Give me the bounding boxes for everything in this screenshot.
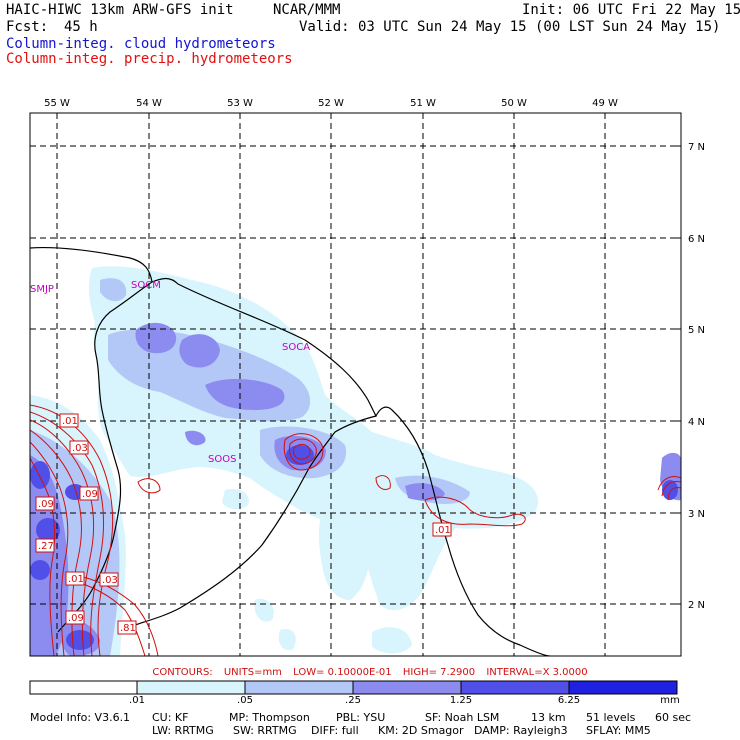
svg-text:.09: .09 [38,499,54,510]
cloud-shading-core [30,445,678,650]
svg-text:.01: .01 [62,416,78,427]
vertical-levels: 51 levels [586,711,636,724]
init-time: Init: 06 UTC Fri 22 May 15 [522,2,740,18]
colorbar-label-001: .01 [129,695,145,706]
map-frame [29,112,682,657]
lat-label-2n: 2 N [688,600,705,611]
svg-text:.03: .03 [102,575,118,586]
damping-option: DAMP: Rayleigh3 [474,724,568,737]
pbl-scheme: PBL: YSU [336,711,386,724]
forecast-label: Fcst: [6,19,49,35]
svg-text:.27: .27 [38,541,54,552]
precip-contours [30,404,681,656]
colorbar-units: mm [660,695,680,706]
colorbar-label-005: .05 [237,695,253,706]
lon-label-54w: 54 W [136,98,162,109]
svg-text:.01: .01 [68,574,84,585]
station-smjp: SMJP [30,284,54,295]
lon-label-51w: 51 W [410,98,436,109]
diffusion-option: DIFF: full [311,724,359,737]
lon-label-55w: 55 W [44,98,70,109]
svg-text:.01: .01 [435,525,451,536]
lat-label-4n: 4 N [688,417,705,428]
surface-scheme: SF: Noah LSM [425,711,500,724]
contour-info: CONTOURS: UNITS=mm LOW= 0.10000E-01 HIGH… [152,667,588,678]
svg-text:.81: .81 [120,623,136,634]
surface-layer-option: SFLAY: MM5 [586,724,651,737]
lon-label-52w: 52 W [318,98,344,109]
lat-lon-grid [30,113,681,656]
time-step: 60 sec [655,711,692,724]
lat-label-3n: 3 N [688,509,705,520]
valid-time: Valid: 03 UTC Sun 24 May 15 (00 LST Sun … [299,19,721,35]
lat-label-6n: 6 N [688,234,705,245]
colorbar-label-125: 1.25 [449,695,473,706]
km-option: KM: 2D Smagor [378,724,464,737]
grid-resolution: 13 km [531,711,566,724]
lon-label-49w: 49 W [592,98,618,109]
station-soos: SOOS [208,454,236,465]
colorbar-label-625: 6.25 [557,695,581,706]
longwave-scheme: LW: RRTMG [152,724,214,737]
lat-label-5n: 5 N [688,325,705,336]
model-title: HAIC-HIWC 13km ARW-GFS init [6,2,234,18]
lon-label-50w: 50 W [501,98,527,109]
precip-field-title: Column-integ. precip. hydrometeors [6,51,293,67]
station-soca: SOCA [282,342,310,353]
colorbar-label-025: .25 [345,695,361,706]
colorbar [29,680,678,695]
cloud-field-title: Column-integ. cloud hydrometeors [6,36,276,52]
shortwave-scheme: SW: RRTMG [233,724,297,737]
lon-label-53w: 53 W [227,98,253,109]
svg-text:.09: .09 [82,489,98,500]
svg-text:.03: .03 [72,443,88,454]
frame-ticks [56,113,681,605]
station-socm: SOCM [131,280,161,291]
cumulus-scheme: CU: KF [152,711,189,724]
forecast-hour: 45 h [64,19,98,35]
microphysics-scheme: MP: Thompson [229,711,310,724]
contour-labels: .01 .03 .09 .09 .27 .01 .03 .09 .81 .01 [35,413,452,635]
model-version: Model Info: V3.6.1 [30,711,131,724]
org-label: NCAR/MMM [273,2,341,18]
lat-label-7n: 7 N [688,142,705,153]
svg-text:.09: .09 [68,613,84,624]
